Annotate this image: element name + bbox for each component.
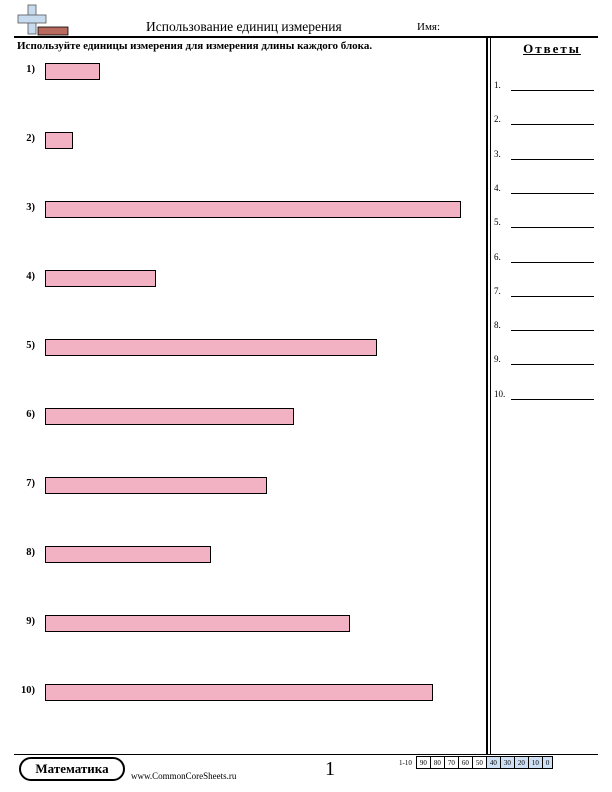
score-cell: 10 — [527, 756, 543, 769]
measure-block — [45, 684, 433, 701]
answer-number: 7. — [494, 286, 501, 296]
answer-number: 4. — [494, 183, 501, 193]
measure-block — [45, 201, 461, 218]
problem-number: 1) — [26, 64, 35, 75]
answer-number: 10. — [494, 389, 506, 399]
score-cell: 20 — [513, 756, 529, 769]
answer-line[interactable] — [511, 90, 594, 91]
score-range-label: 1-10 — [399, 758, 412, 767]
answer-number: 1. — [494, 80, 501, 90]
page-number: 1 — [325, 758, 335, 780]
answer-number: 9. — [494, 354, 501, 364]
answer-line[interactable] — [511, 364, 594, 365]
answer-line[interactable] — [511, 262, 594, 263]
logo — [17, 4, 69, 36]
site-url: www.CommonCoreSheets.ru — [131, 771, 237, 781]
instructions: Используйте единицы измерения для измере… — [17, 40, 373, 52]
problem-number: 9) — [26, 616, 35, 627]
answers-title: Ответы — [523, 41, 581, 56]
measure-block — [45, 477, 267, 494]
column-divider — [486, 37, 488, 754]
answer-line[interactable] — [511, 330, 594, 331]
problem-number: 6) — [26, 409, 35, 420]
footer-rule — [14, 754, 598, 755]
score-cell: 30 — [499, 756, 515, 769]
score-cell: 0 — [541, 756, 554, 769]
measure-block — [45, 546, 211, 563]
measure-block — [45, 270, 156, 287]
score-cell: 70 — [443, 756, 459, 769]
problem-number: 10) — [21, 685, 35, 696]
measure-block — [45, 132, 73, 149]
answer-number: 5. — [494, 217, 501, 227]
header-rule — [14, 36, 598, 38]
problem-number: 8) — [26, 547, 35, 558]
answer-line[interactable] — [511, 193, 594, 194]
score-cell: 40 — [485, 756, 501, 769]
problem-number: 7) — [26, 478, 35, 489]
measure-block — [45, 339, 377, 356]
measure-block — [45, 63, 100, 80]
answer-line[interactable] — [511, 159, 594, 160]
plus-logo-icon — [17, 4, 69, 36]
answer-line[interactable] — [511, 227, 594, 228]
score-cell: 60 — [457, 756, 473, 769]
brand-badge: Математика — [19, 757, 125, 781]
problem-number: 4) — [26, 271, 35, 282]
score-table: 1-10 90 80 70 60 50 40 30 20 10 0 — [396, 756, 554, 769]
score-cell: 90 — [415, 756, 431, 769]
name-label: Имя: — [417, 21, 441, 33]
answer-line[interactable] — [511, 399, 594, 400]
answer-number: 3. — [494, 149, 501, 159]
column-divider-inner — [490, 37, 491, 754]
measure-block — [45, 408, 294, 425]
answer-number: 2. — [494, 114, 501, 124]
score-cell: 80 — [429, 756, 445, 769]
score-row: 1-10 90 80 70 60 50 40 30 20 10 0 — [396, 756, 554, 769]
problem-number: 3) — [26, 202, 35, 213]
answer-number: 6. — [494, 252, 501, 262]
answer-number: 8. — [494, 320, 501, 330]
score-cell: 50 — [471, 756, 487, 769]
measure-block — [45, 615, 350, 632]
answer-line[interactable] — [511, 296, 594, 297]
problem-number: 5) — [26, 340, 35, 351]
answer-line[interactable] — [511, 124, 594, 125]
worksheet-title: Использование единиц измерения — [146, 19, 342, 34]
problem-number: 2) — [26, 133, 35, 144]
